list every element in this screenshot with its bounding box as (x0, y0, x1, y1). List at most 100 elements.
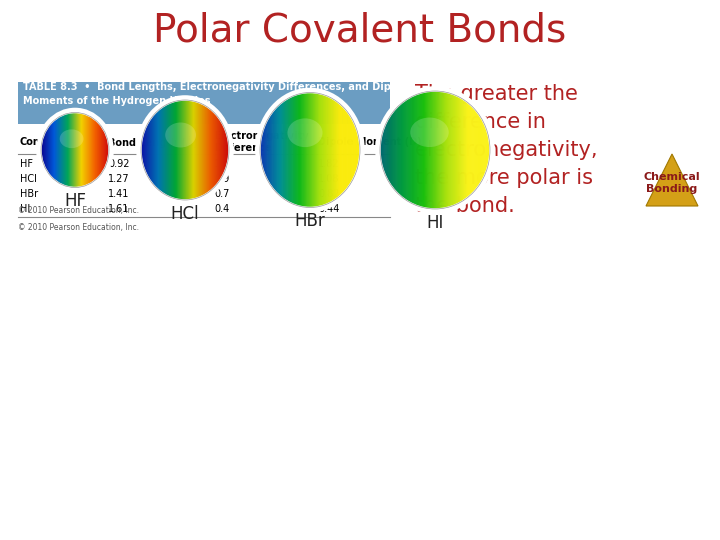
Polygon shape (334, 100, 335, 200)
Text: HI: HI (426, 214, 444, 232)
Polygon shape (434, 91, 435, 209)
Polygon shape (447, 92, 448, 207)
Polygon shape (335, 100, 336, 200)
Polygon shape (470, 104, 471, 195)
Polygon shape (319, 93, 320, 206)
Polygon shape (181, 100, 182, 200)
Polygon shape (219, 118, 220, 182)
Polygon shape (417, 94, 418, 206)
Polygon shape (302, 93, 303, 207)
Polygon shape (210, 109, 211, 191)
Polygon shape (216, 114, 217, 186)
Polygon shape (221, 121, 222, 179)
Polygon shape (418, 93, 420, 207)
Text: Polar Covalent Bonds: Polar Covalent Bonds (153, 11, 567, 49)
Polygon shape (359, 139, 360, 160)
Polygon shape (424, 92, 425, 208)
Text: HI: HI (20, 204, 30, 214)
Polygon shape (145, 126, 146, 173)
Text: © 2010 Pearson Education, Inc.: © 2010 Pearson Education, Inc. (18, 223, 139, 232)
Polygon shape (476, 111, 477, 189)
Polygon shape (422, 92, 423, 207)
Polygon shape (303, 93, 304, 207)
Polygon shape (271, 112, 272, 188)
Polygon shape (155, 113, 156, 187)
Polygon shape (279, 104, 280, 196)
Polygon shape (432, 91, 433, 209)
Polygon shape (323, 94, 324, 205)
Polygon shape (217, 116, 218, 184)
Polygon shape (294, 95, 295, 205)
Polygon shape (410, 97, 411, 203)
Polygon shape (178, 100, 179, 199)
Polygon shape (204, 105, 205, 194)
Polygon shape (469, 104, 470, 197)
Polygon shape (332, 98, 333, 202)
Text: Dipole Moment (D): Dipole Moment (D) (318, 137, 422, 147)
Text: Compound: Compound (20, 137, 78, 147)
Polygon shape (353, 120, 354, 180)
Text: 1.08: 1.08 (318, 174, 339, 184)
Polygon shape (479, 114, 480, 185)
Polygon shape (441, 91, 442, 208)
Polygon shape (310, 92, 311, 207)
Polygon shape (195, 102, 196, 199)
Polygon shape (263, 130, 264, 171)
Polygon shape (201, 104, 202, 197)
Polygon shape (298, 94, 300, 206)
Polygon shape (188, 100, 189, 200)
Polygon shape (141, 141, 142, 159)
Polygon shape (405, 99, 407, 200)
Polygon shape (315, 93, 316, 207)
Polygon shape (205, 106, 206, 194)
Text: HBr: HBr (294, 213, 325, 231)
Polygon shape (290, 97, 291, 203)
Polygon shape (175, 101, 176, 199)
Polygon shape (452, 94, 454, 206)
Polygon shape (385, 123, 387, 178)
Polygon shape (300, 93, 301, 206)
Polygon shape (450, 93, 451, 207)
Polygon shape (317, 93, 318, 207)
Text: 1.41: 1.41 (108, 189, 130, 199)
Polygon shape (324, 95, 325, 205)
Polygon shape (333, 99, 334, 201)
Polygon shape (261, 132, 263, 168)
Polygon shape (411, 96, 412, 204)
Text: 0.82: 0.82 (318, 189, 340, 199)
Polygon shape (215, 113, 216, 186)
Text: HBr: HBr (20, 189, 38, 199)
Polygon shape (430, 91, 431, 209)
Polygon shape (455, 95, 456, 205)
Polygon shape (342, 105, 343, 194)
Polygon shape (337, 102, 338, 199)
Polygon shape (485, 126, 486, 173)
Polygon shape (444, 92, 445, 208)
Polygon shape (194, 101, 195, 199)
Polygon shape (458, 96, 459, 204)
Polygon shape (275, 108, 276, 192)
Polygon shape (173, 102, 174, 198)
Polygon shape (286, 99, 287, 201)
Text: 0.9: 0.9 (214, 174, 229, 184)
Polygon shape (306, 93, 307, 207)
Polygon shape (381, 135, 382, 165)
Polygon shape (400, 104, 401, 197)
Polygon shape (314, 93, 315, 207)
Polygon shape (428, 91, 430, 208)
Polygon shape (213, 111, 214, 188)
Polygon shape (157, 111, 158, 190)
Text: 1.9: 1.9 (214, 159, 229, 169)
Polygon shape (433, 91, 434, 209)
Polygon shape (316, 93, 317, 207)
Polygon shape (345, 109, 346, 191)
Polygon shape (383, 129, 384, 171)
Polygon shape (146, 125, 147, 175)
Polygon shape (158, 110, 159, 191)
Polygon shape (161, 107, 162, 193)
Polygon shape (156, 111, 157, 188)
Polygon shape (468, 103, 469, 197)
Ellipse shape (165, 123, 196, 147)
Polygon shape (170, 103, 171, 197)
FancyBboxPatch shape (18, 82, 390, 124)
